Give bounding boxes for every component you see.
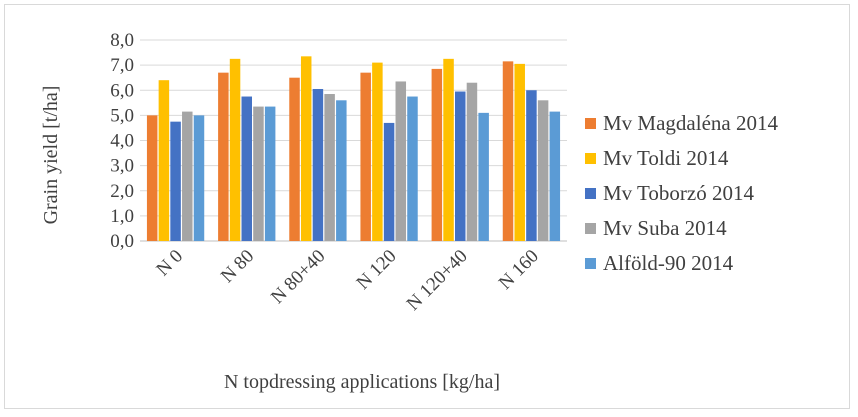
legend-label: Mv Toborzó 2014 [603, 181, 754, 205]
y-tick-label: 4,0 [110, 131, 134, 152]
bar [218, 72, 229, 241]
bar [312, 88, 324, 242]
bar [146, 115, 158, 241]
y-tick-label: 7,0 [110, 55, 134, 76]
legend-label: Alföld-90 2014 [603, 251, 734, 275]
x-tick-label: N 120+40 [403, 246, 472, 315]
bar [549, 111, 561, 241]
y-tick-label: 1,0 [110, 206, 134, 227]
x-tick-label: N 120 [353, 246, 401, 294]
gridlines [140, 39, 567, 242]
legend-swatch [585, 223, 596, 234]
bar [193, 115, 205, 241]
legend-swatch [585, 188, 596, 199]
bar [253, 106, 264, 241]
bar [241, 96, 252, 241]
bar [229, 58, 241, 241]
bar [324, 94, 335, 241]
bar [466, 82, 478, 242]
legend-label: Mv Magdaléna 2014 [603, 111, 778, 135]
legend-swatch [585, 118, 596, 129]
x-tick-label: N 80+40 [267, 246, 329, 308]
y-axis-title: Grain yield [t/ha] [40, 86, 62, 225]
bar [537, 100, 549, 241]
bar [360, 72, 371, 241]
legend-swatch [585, 153, 596, 164]
y-tick-labels: 0,0 1,0 2,0 3,0 4,0 5,0 6,0 7,0 8,0 [110, 30, 134, 252]
bar [300, 56, 312, 241]
bar [372, 62, 383, 241]
bar [455, 91, 466, 241]
bar [526, 90, 537, 241]
bar [514, 63, 525, 242]
bars [146, 56, 561, 242]
x-tick-label: N 80 [217, 246, 258, 287]
y-tick-label: 2,0 [110, 181, 134, 202]
bar [336, 100, 347, 241]
x-axis-title: N topdressing applications [kg/ha] [224, 371, 500, 393]
legend-swatch [585, 258, 596, 269]
x-tick-labels: N 0 N 80 N 80+40 N 120 N 120+40 N 160 [152, 246, 542, 315]
bar [170, 121, 181, 241]
bar [407, 96, 418, 241]
y-tick-label: 0,0 [110, 231, 134, 252]
bar [431, 68, 443, 241]
y-tick-label: 6,0 [110, 80, 134, 101]
y-tick-label: 5,0 [110, 105, 134, 126]
bar [502, 61, 514, 242]
x-tick-label: N 0 [152, 246, 187, 281]
bar [182, 111, 193, 241]
legend: Mv Magdaléna 2014 Mv Toldi 2014 Mv Toborzó… [585, 111, 778, 275]
bar [158, 80, 170, 241]
bar [289, 77, 300, 241]
y-tick-label: 3,0 [110, 156, 134, 177]
bar [264, 106, 276, 241]
y-tick-label: 8,0 [110, 30, 134, 51]
chart-frame [4, 4, 850, 409]
legend-label: Mv Suba 2014 [603, 216, 727, 240]
bar [383, 122, 395, 241]
bar [395, 81, 407, 241]
x-tick-label: N 160 [495, 246, 543, 294]
bar [478, 112, 489, 241]
bar [443, 58, 454, 241]
legend-label: Mv Toldi 2014 [603, 146, 729, 170]
